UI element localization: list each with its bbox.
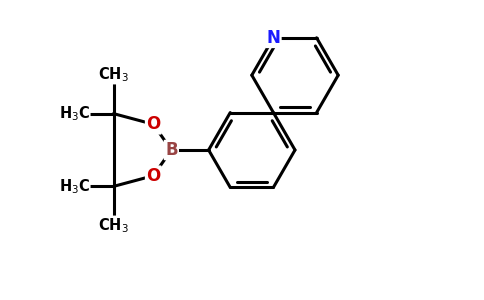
Text: CH$_3$: CH$_3$ [98, 65, 129, 84]
Text: CH$_3$: CH$_3$ [98, 216, 129, 235]
Text: O: O [146, 167, 160, 185]
Text: B: B [165, 141, 178, 159]
Text: H$_3$C: H$_3$C [59, 104, 90, 123]
Text: H$_3$C: H$_3$C [59, 177, 90, 196]
Text: N: N [267, 29, 280, 47]
Text: O: O [146, 115, 160, 133]
